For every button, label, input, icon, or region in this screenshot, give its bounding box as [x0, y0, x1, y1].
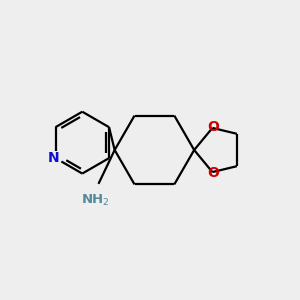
Text: NH$_2$: NH$_2$	[81, 193, 110, 208]
Text: O: O	[207, 166, 219, 180]
Text: N: N	[47, 151, 59, 165]
Text: O: O	[207, 120, 219, 134]
